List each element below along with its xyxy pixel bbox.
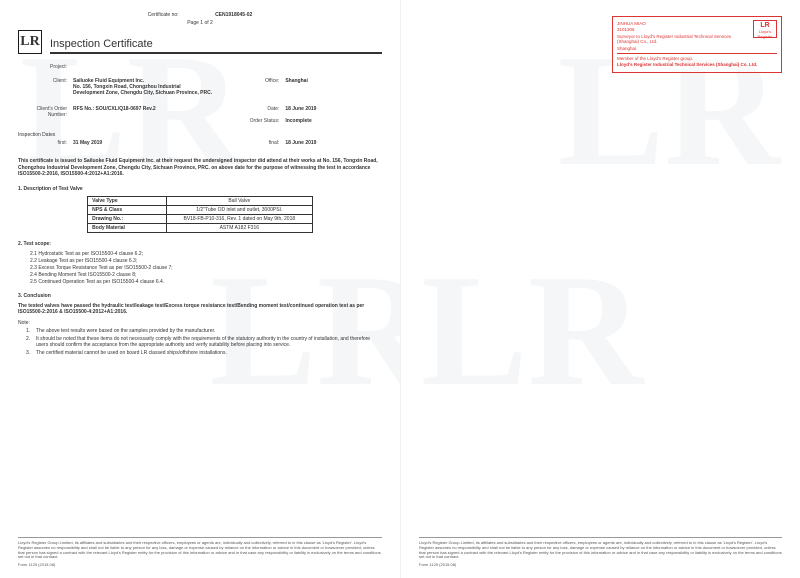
stamp-member: Member of the Lloyd's Register group. (617, 56, 777, 61)
footer-disclaimer: Lloyd's Register Group Limited, its affi… (18, 541, 382, 560)
first-value: 31 May 2019 (73, 140, 230, 146)
office-label: Office: (230, 78, 285, 84)
valve-table: Valve TypeBall Valve NPS & Class1/2"Tube… (87, 196, 313, 233)
certificate-page-2: LR LR LRLloyd's Register JINHUA MIAO 310… (400, 0, 800, 578)
certificate-page-1: LR LR Certificate no: CEN1918045-02 Page… (0, 0, 400, 578)
scope-2-3: 2.3 Excess Torque Resistance Test as per… (30, 265, 382, 271)
conclusion-text: The tested valves have passed the hydrau… (18, 303, 382, 316)
final-value: 18 June 2019 (285, 140, 382, 146)
page-footer: Lloyd's Register Group Limited, its affi… (18, 537, 382, 568)
cert-no-value: CEN1918045-02 (215, 12, 252, 18)
document-title: Inspection Certificate (50, 38, 382, 54)
note-2: 2.It should be noted that these items do… (26, 336, 382, 348)
page-header: LR Inspection Certificate (18, 30, 382, 54)
scope-2-5: 2.5 Continued Operation Test as per ISO1… (30, 279, 382, 285)
intro-text: This certificate is issued to Sailuoke F… (18, 158, 382, 178)
surveyor-stamp: LRLloyd's Register JINHUA MIAO 3101306 S… (612, 16, 782, 73)
section-1-title: 1. Description of Test Valve (18, 186, 382, 192)
stamp-lr-logo: LRLloyd's Register (753, 20, 777, 38)
office-value: Shanghai (285, 78, 382, 84)
status-label: Order Status: (230, 118, 285, 124)
scope-2-1: 2.1 Hydrostatic Test as per ISO15500-4 c… (30, 251, 382, 257)
stamp-location: Shanghai (617, 46, 777, 51)
footer-disclaimer-2: Lloyd's Register Group Limited, its affi… (419, 541, 782, 560)
page-footer-2: Lloyd's Register Group Limited, its affi… (419, 537, 782, 568)
footer-form-no-2: Form 1125 (2015.08) (419, 563, 782, 568)
note-3: 3.The certified material cannot be used … (26, 350, 382, 356)
status-value: Incomplete (285, 118, 382, 124)
section-2-title: 2. Test scope: (18, 241, 382, 247)
client-label: Client: (18, 78, 73, 96)
first-label: first: (18, 140, 73, 146)
con-label: Client's Order Number: (18, 106, 73, 118)
lr-logo: LR (18, 30, 42, 54)
cert-no-row: Certificate no: CEN1918045-02 (18, 12, 382, 18)
final-label: final: (230, 140, 285, 146)
scope-2-4: 2.4 Bending Moment Test ISO15500-2 claus… (30, 272, 382, 278)
note-1: 1.The above test results were based on t… (26, 328, 382, 334)
date-value: 18 June 2019 (285, 106, 382, 112)
project-label: Project: (18, 64, 73, 70)
con-value: RFS No.: SOU/CXL/Q18-0697 Rev.2 (73, 106, 230, 118)
cert-no-label: Certificate no: (148, 12, 208, 18)
client-value: Sailuoke Fluid Equipment Inc. No. 156, T… (73, 78, 230, 96)
stamp-entity: Lloyd's Register Industrial Technical Se… (617, 62, 777, 67)
scope-2-2: 2.2 Leakage Test as per ISO15500-4 claus… (30, 258, 382, 264)
note-label: Note: (18, 320, 382, 326)
section-3-title: 3. Conclusion (18, 293, 382, 299)
page-count: Page 1 of 2 (18, 20, 382, 26)
date-label: Date: (230, 106, 285, 112)
footer-form-no: Form 1125 (2015.08) (18, 563, 382, 568)
